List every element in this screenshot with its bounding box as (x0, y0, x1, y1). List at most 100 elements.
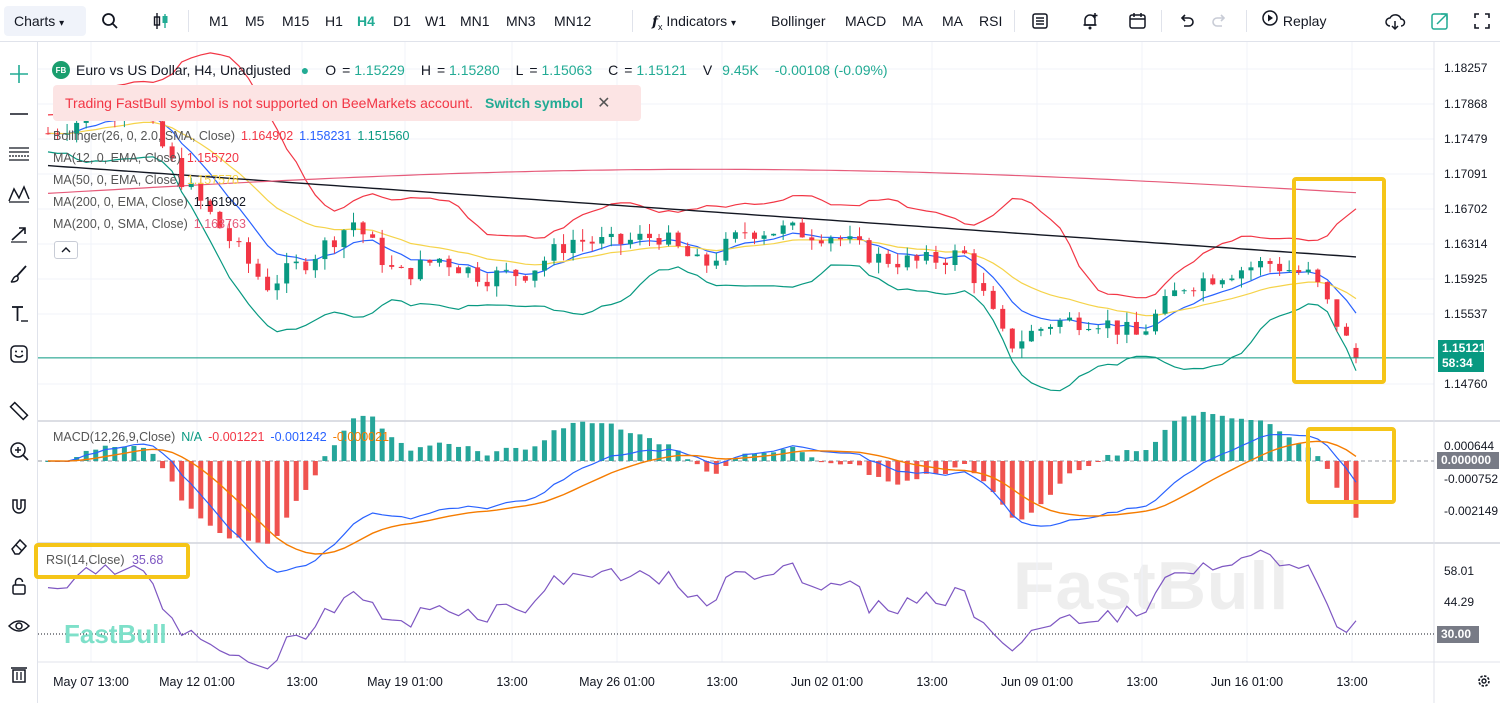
candle-body (608, 233, 614, 238)
candle-body (456, 267, 462, 274)
macd-histogram-bar (140, 447, 146, 461)
candle-type-icon[interactable] (148, 8, 174, 34)
indicators-button[interactable]: fx Indicators ▾ (652, 13, 737, 32)
fullscreen-icon[interactable] (1469, 8, 1495, 34)
trash-icon[interactable] (5, 660, 33, 688)
candle-body (284, 263, 290, 284)
macd-histogram-bar (503, 447, 509, 461)
timeframe-m5[interactable]: M5 (245, 13, 265, 29)
candle-body (981, 283, 987, 291)
macd-histogram-bar (179, 461, 185, 501)
timeframe-h4[interactable]: H4 (357, 13, 375, 29)
candle-body (942, 262, 948, 266)
candle (1277, 257, 1283, 276)
brush-icon[interactable] (5, 260, 33, 288)
candle (627, 232, 633, 249)
macd-label: MACD(12,26,9,Close) (53, 430, 176, 444)
search-icon[interactable] (97, 8, 123, 34)
macd-histogram-bar (427, 445, 433, 461)
arrow-icon[interactable] (5, 220, 33, 248)
horizontal-line-icon[interactable] (5, 100, 33, 128)
undo-icon[interactable] (1174, 8, 1200, 34)
crosshair-icon[interactable] (5, 60, 33, 88)
candle (389, 255, 395, 270)
replay-button[interactable]: Replay (1261, 8, 1326, 34)
candle-body (379, 237, 385, 266)
candle-body (1009, 328, 1015, 349)
text-icon[interactable] (5, 300, 33, 328)
macd-histogram-bar (83, 450, 89, 461)
timeframe-h1[interactable]: H1 (325, 13, 343, 29)
legend-ma50-ema[interactable]: MA(50, 0, EMA, Close) 1.157578 (53, 173, 239, 187)
candle (1143, 324, 1149, 336)
time-tick-label: 13:00 (916, 675, 948, 689)
candle (790, 221, 796, 230)
candle-body (188, 182, 194, 188)
candle (1219, 278, 1225, 288)
legend-ma200-ema[interactable]: MA(200, 0, EMA, Close) 1.161902 (53, 195, 246, 209)
cloud-icon[interactable] (1382, 8, 1408, 34)
candle (599, 226, 605, 250)
macd-histogram-bar (1057, 461, 1063, 484)
calendar-icon[interactable] (1125, 8, 1151, 34)
quick-indicator-bollinger[interactable]: Bollinger (771, 13, 826, 29)
lock-icon[interactable] (5, 572, 33, 600)
timeframe-m15[interactable]: M15 (282, 13, 310, 29)
chart-canvas[interactable] (38, 42, 1500, 703)
candle-body (1038, 328, 1044, 331)
timeframe-d1[interactable]: D1 (393, 13, 411, 29)
switch-symbol-link[interactable]: Switch symbol (485, 95, 584, 111)
legend-bollinger[interactable]: Bollinger(26, 0, 2.0, SMA, Close) 1.16490… (53, 129, 409, 143)
ruler-icon[interactable] (5, 397, 33, 425)
candle (656, 233, 662, 250)
macd-histogram-bar (561, 428, 567, 461)
alert-icon[interactable] (1077, 8, 1103, 34)
candle (226, 220, 232, 249)
template-icon[interactable] (1027, 8, 1053, 34)
collapse-legend-button[interactable] (54, 241, 78, 259)
macd-signal-line (48, 440, 1357, 555)
legend-ma12-ema[interactable]: MA(12, 0, EMA, Close) 1.155720 (53, 151, 239, 165)
candle-body (866, 240, 872, 263)
emoji-icon[interactable] (5, 340, 33, 368)
legend-label: MA(12, 0, EMA, Close) (53, 151, 181, 165)
legend-label: MA(200, 0, EMA, Close) (53, 195, 188, 209)
quick-indicator-ma-2[interactable]: MA (942, 13, 963, 29)
redo-icon[interactable] (1206, 8, 1232, 34)
candle (1105, 309, 1111, 338)
share-icon[interactable] (1427, 8, 1453, 34)
timeframe-w1[interactable]: W1 (425, 13, 446, 29)
eye-icon[interactable] (5, 612, 33, 640)
quick-indicator-ma[interactable]: MA (902, 13, 923, 29)
quick-indicator-macd[interactable]: MACD (845, 13, 887, 29)
pattern-icon[interactable] (5, 180, 33, 208)
candle (942, 258, 948, 275)
chart-area[interactable]: FastBull FB Euro vs US Dollar, H4, Unadj… (34, 42, 1500, 703)
macd-histogram-bar (1162, 429, 1168, 461)
macd-histogram-bar (1143, 450, 1149, 461)
quick-indicator-rsi[interactable]: RSI (979, 13, 1003, 29)
candle-body (1172, 290, 1178, 297)
candle-body (752, 232, 758, 239)
eraser-icon[interactable] (5, 532, 33, 560)
timeframe-mn3[interactable]: MN3 (506, 13, 536, 29)
timeframe-m1[interactable]: M1 (209, 13, 229, 29)
timeframe-mn1[interactable]: MN1 (460, 13, 490, 29)
candle-body (971, 253, 977, 284)
candle-body (351, 222, 357, 231)
close-icon[interactable]: ✕ (597, 95, 611, 112)
magnet-icon[interactable] (5, 492, 33, 520)
candle-body (723, 238, 729, 261)
candle-body (198, 182, 204, 201)
charts-menu-button[interactable]: Charts ▾ (4, 6, 86, 36)
legend-ma200-sma[interactable]: MA(200, 0, SMA, Close) 1.163763 (53, 217, 246, 231)
timeframe-mn12[interactable]: MN12 (554, 13, 592, 29)
macd-histogram-bar (226, 461, 232, 539)
macd-histogram-bar (627, 433, 633, 461)
gear-icon[interactable] (1476, 673, 1492, 694)
fib-icon[interactable] (5, 140, 33, 168)
candle-body (1000, 308, 1006, 329)
zoom-icon[interactable] (5, 437, 33, 465)
candle (1200, 272, 1206, 302)
legend-value: 1.151560 (357, 129, 410, 143)
